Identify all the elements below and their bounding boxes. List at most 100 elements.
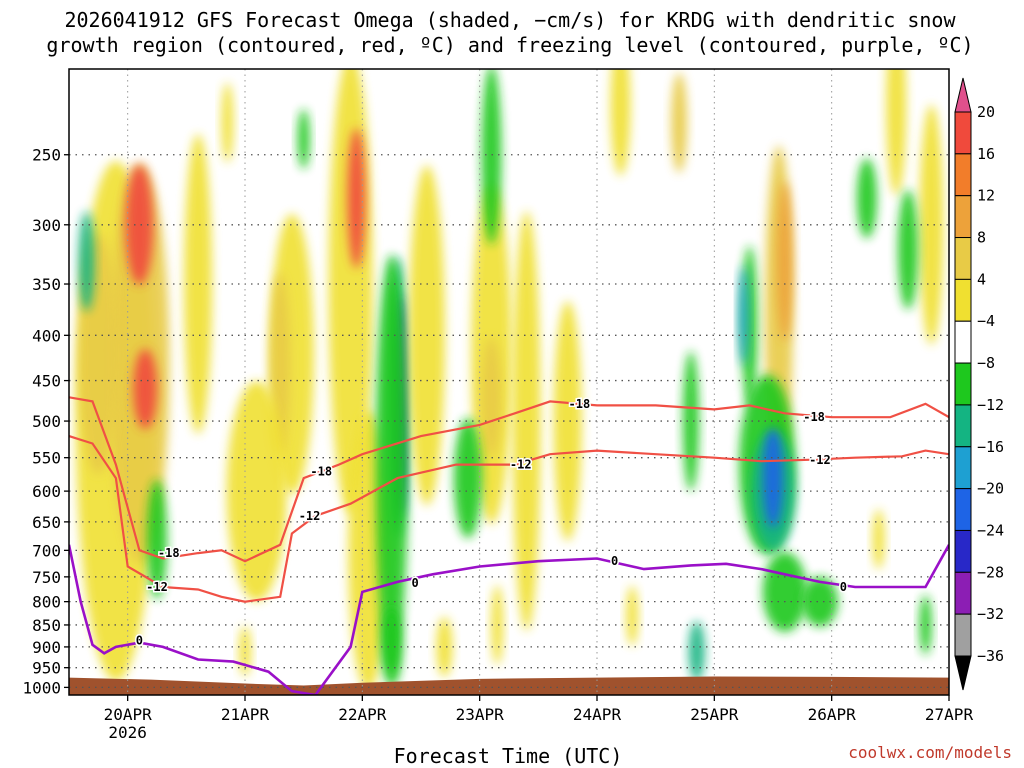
time-tick-label: 21APR bbox=[221, 705, 270, 724]
ground-surface bbox=[69, 676, 949, 695]
x-axis-label: Forecast Time (UTC) bbox=[394, 744, 623, 768]
omega-shade-cell bbox=[78, 211, 95, 312]
isotherm-minus18-label: -18 bbox=[569, 397, 591, 411]
pressure-tick-label: 400 bbox=[32, 326, 61, 345]
colorbar-swatch bbox=[954, 529, 972, 573]
omega-shade-cell bbox=[125, 164, 154, 285]
pressure-tick-label: 450 bbox=[32, 372, 61, 391]
omega-shade-cell bbox=[512, 211, 541, 632]
colorbar-label: −4 bbox=[977, 312, 995, 330]
pressure-tick-label: 850 bbox=[32, 616, 61, 635]
omega-shade-cell bbox=[481, 69, 502, 245]
colorbar-label: −8 bbox=[977, 354, 995, 372]
omega-shade-cell bbox=[856, 158, 877, 239]
colorbar-label: −20 bbox=[977, 480, 1004, 498]
colorbar-label: −16 bbox=[977, 438, 1004, 456]
omega-shade-cell bbox=[763, 428, 783, 529]
colorbar-swatch bbox=[954, 237, 972, 280]
colorbar-bottom-arrow bbox=[954, 655, 972, 691]
pressure-tick-label: 650 bbox=[32, 513, 61, 532]
omega-shade-cell bbox=[553, 301, 582, 542]
freezing-level-label: 0 bbox=[136, 633, 143, 647]
colorbar-label: 20 bbox=[977, 103, 995, 121]
pressure-tick-label: 550 bbox=[32, 449, 61, 468]
pressure-tick-label: 600 bbox=[32, 482, 61, 501]
freezing-level-label: 0 bbox=[840, 580, 847, 594]
omega-shade-cell bbox=[436, 616, 453, 677]
chart-title-line-1: 2026041912 GFS Forecast Omega (shaded, −… bbox=[64, 8, 956, 32]
isotherm-minus18-label: -18 bbox=[803, 410, 825, 424]
pressure-tick-label: 750 bbox=[32, 568, 61, 587]
time-tick-label: 20APR bbox=[104, 705, 153, 724]
omega-shade-cell bbox=[688, 621, 705, 682]
pressure-tick-label: 950 bbox=[32, 659, 61, 678]
omega-shade-cell bbox=[776, 181, 793, 342]
plot-frame bbox=[68, 68, 950, 696]
omega-shade-cell bbox=[919, 594, 932, 655]
colorbar-swatch bbox=[954, 195, 972, 239]
time-tick-label: 27APR bbox=[925, 705, 974, 724]
colorbar-swatch bbox=[954, 404, 972, 448]
colorbar-label: −24 bbox=[977, 521, 1004, 539]
colorbar-top-arrow bbox=[954, 77, 972, 113]
isotherm-minus12-line bbox=[69, 435, 949, 603]
omega-shade-cell bbox=[453, 418, 482, 539]
temperature-contours: -18 -18 -18 -18 -12 -12 -12 -12 0 0 0 0 bbox=[69, 395, 949, 695]
time-tick-label: 24APR bbox=[573, 705, 622, 724]
colorbar-swatch bbox=[954, 320, 972, 364]
credit-text: coolwx.com/models bbox=[848, 743, 1012, 762]
colorbar-swatch bbox=[954, 446, 972, 490]
omega-shade-cell bbox=[738, 265, 749, 366]
colorbar-label: −36 bbox=[977, 647, 1004, 665]
colorbar-swatch bbox=[954, 571, 972, 615]
omega-shade-cell bbox=[919, 104, 944, 345]
ground-fill bbox=[69, 676, 949, 695]
freezing-level-line bbox=[69, 544, 949, 695]
colorbar-label: −32 bbox=[977, 605, 1004, 623]
chart-title-line-2: growth region (contoured, red, ºC) and f… bbox=[46, 33, 973, 57]
pressure-tick-label: 1000 bbox=[22, 678, 61, 697]
omega-shade-cell bbox=[801, 576, 838, 627]
omega-shade-cell bbox=[481, 337, 502, 458]
omega-shade-cell bbox=[297, 109, 310, 170]
isotherm-minus12-label: -12 bbox=[146, 580, 168, 594]
colorbar-swatch bbox=[954, 278, 972, 322]
colorbar-label: −12 bbox=[977, 396, 1004, 414]
isotherm-minus12-label: -12 bbox=[510, 458, 532, 472]
isotherm-minus18-line bbox=[69, 396, 949, 563]
time-tick-label: 22APR bbox=[338, 705, 387, 724]
freezing-level-label: 0 bbox=[412, 576, 419, 590]
omega-shade-cell bbox=[610, 69, 631, 176]
pressure-tick-label: 900 bbox=[32, 638, 61, 657]
time-tick-label: 26APR bbox=[808, 705, 857, 724]
omega-shade-cell bbox=[381, 606, 402, 687]
omega-shade-cell bbox=[226, 381, 287, 602]
time-tick-year-label: 2026 bbox=[108, 723, 147, 742]
omega-shade-cell bbox=[375, 254, 408, 675]
pressure-tick-label: 350 bbox=[32, 275, 61, 294]
time-tick-label: 25APR bbox=[690, 705, 739, 724]
pressure-axis: 250 300 350 400 450 500 550 600 650 700 750 800 850 9… bbox=[22, 146, 69, 697]
freezing-level-label: 0 bbox=[611, 554, 618, 568]
isotherm-minus12-label: -12 bbox=[809, 453, 831, 467]
time-tick-label: 23APR bbox=[456, 705, 505, 724]
colorbar-swatch bbox=[954, 613, 972, 657]
pressure-tick-label: 500 bbox=[32, 412, 61, 431]
omega-shade-cell bbox=[886, 69, 907, 196]
omega-shade-cell bbox=[184, 134, 213, 435]
omega-shade-cell bbox=[626, 585, 639, 646]
colorbar-label: 12 bbox=[977, 187, 995, 205]
omega-shade-cell bbox=[872, 509, 885, 570]
colorbar-swatch bbox=[954, 488, 972, 531]
colorbar-legend: 20 16 12 8 4 −4 −8 −12 −16 −20 −24 −28 −32 −36 bbox=[954, 77, 1004, 691]
colorbar-swatch bbox=[954, 153, 972, 197]
omega-shade-cell bbox=[147, 479, 167, 600]
pressure-tick-label: 700 bbox=[32, 541, 61, 560]
pressure-tick-label: 800 bbox=[32, 593, 61, 612]
omega-shade-cell bbox=[897, 189, 918, 310]
omega-shade-cell bbox=[491, 584, 504, 665]
omega-shade-cell bbox=[671, 72, 688, 173]
isotherm-minus18-label: -18 bbox=[310, 464, 332, 478]
omega-shade-cell bbox=[133, 349, 158, 430]
